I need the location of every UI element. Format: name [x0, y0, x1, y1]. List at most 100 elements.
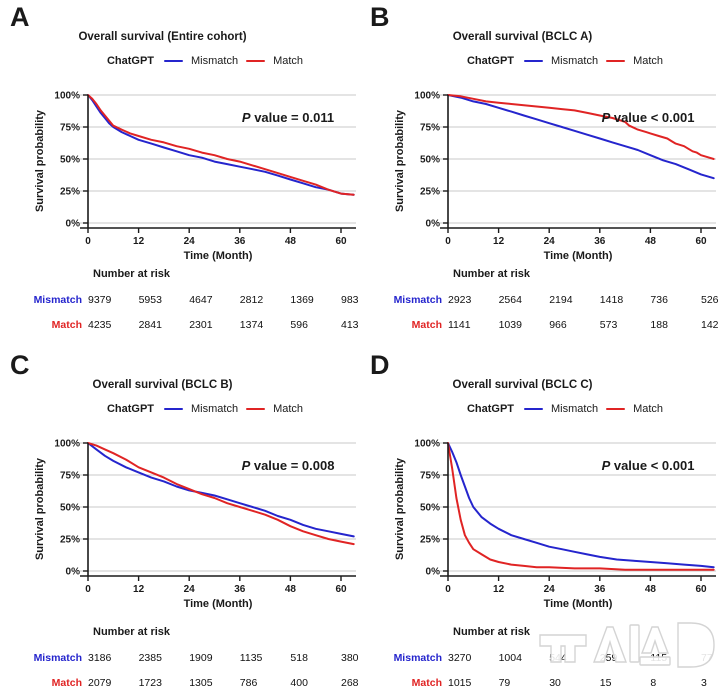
legend-label-match: Match [633, 403, 664, 415]
risk-row-label: Mismatch [393, 652, 442, 664]
risk-count: 1004 [498, 652, 522, 664]
x-tick-label: 12 [493, 584, 505, 595]
x-tick-label: 0 [445, 584, 451, 595]
risk-count: 5953 [138, 294, 162, 306]
risk-table-header: Number at risk [93, 626, 171, 638]
risk-row-match: Match 4235 2841 2301 1374 596 413 [30, 319, 360, 332]
y-tick-label: 75% [60, 471, 80, 482]
risk-count: 77 [701, 652, 713, 664]
y-axis-label: Survival probability [394, 109, 406, 212]
y-tick-label: 50% [420, 503, 440, 514]
x-tick-label: 48 [285, 236, 297, 247]
risk-count: 413 [341, 319, 359, 331]
y-tick-label: 100% [414, 439, 440, 450]
risk-count: 115 [650, 652, 668, 664]
y-tick-label: 50% [60, 503, 80, 514]
curve-mismatch [87, 94, 355, 196]
p-value: P value = 0.008 [242, 458, 335, 473]
x-tick-label: 48 [645, 236, 657, 247]
x-tick-label: 24 [184, 236, 196, 247]
risk-count: 268 [341, 677, 359, 689]
legend-label-match: Match [633, 55, 664, 67]
x-tick-label: 12 [133, 236, 145, 247]
chart-legend: ChatGPT Mismatch Match [55, 55, 355, 67]
legend-mismatch-line-icon [524, 59, 544, 63]
risk-count: 4647 [189, 294, 213, 306]
legend-mismatch-line-icon [164, 59, 184, 63]
chart-legend: ChatGPT Mismatch Match [415, 55, 715, 67]
y-tick-label: 100% [54, 439, 80, 450]
legend-match-line-icon [606, 59, 626, 63]
panel-b: B Overall survival (BCLC A) ChatGPT Mism… [360, 2, 720, 341]
y-tick-label: 100% [54, 91, 80, 102]
risk-count: 2841 [138, 319, 162, 331]
risk-table: Number at risk Mismatch 9379 5953 4647 2812… [30, 268, 360, 340]
risk-count: 188 [650, 319, 668, 331]
risk-row-label: Match [411, 319, 442, 331]
curve-match [87, 442, 355, 546]
legend-label-mismatch: Mismatch [551, 55, 599, 67]
y-axis-label: Survival probability [34, 457, 46, 560]
panel-letter: A [10, 2, 30, 32]
risk-table-header: Number at risk [453, 268, 531, 280]
risk-row-label: Match [51, 677, 82, 689]
risk-row-match: Match 1015 79 30 15 8 3 [390, 677, 720, 690]
survival-chart: 100% 75% 50% 25% 0% 0 12 24 36 48 60 Survival proba… [394, 439, 716, 610]
y-tick-label: 50% [60, 155, 80, 166]
risk-count: 2812 [239, 294, 264, 306]
risk-row-label: Mismatch [33, 652, 82, 664]
risk-row-mismatch: Mismatch 2923 2564 2194 1418 736 526 [390, 294, 720, 307]
panel-letter: C [10, 350, 30, 380]
x-tick-label: 60 [695, 236, 707, 247]
risk-count: 9379 [88, 294, 112, 306]
x-tick-label: 36 [234, 584, 246, 595]
chart-title: Overall survival (Entire cohort) [78, 31, 247, 43]
risk-count: 1135 [239, 652, 263, 664]
risk-count: 4235 [88, 319, 112, 331]
risk-row-label: Mismatch [393, 294, 442, 306]
legend-group-label: ChatGPT [106, 403, 155, 415]
curve-mismatch [87, 442, 355, 538]
x-tick-label: 60 [695, 584, 707, 595]
panel-a: A Overall survival (Entire cohort) ChatG… [0, 2, 360, 341]
chart-legend: ChatGPT Mismatch Match [415, 403, 715, 415]
risk-count: 3270 [448, 652, 472, 664]
risk-count: 259 [599, 652, 618, 664]
curve-match [87, 94, 355, 196]
p-value: P value = 0.011 [242, 110, 334, 125]
risk-count: 544 [549, 652, 567, 664]
legend-mismatch-line-icon [524, 407, 544, 411]
x-tick-label: 48 [285, 584, 297, 595]
legend-group-label: ChatGPT [466, 55, 515, 67]
curve-mismatch [447, 94, 715, 180]
risk-count: 2923 [448, 294, 472, 306]
risk-count: 786 [239, 677, 258, 689]
legend-label-match: Match [273, 55, 304, 67]
risk-count: 2301 [189, 319, 213, 331]
legend-match-line-icon [606, 407, 626, 411]
curve-match [447, 94, 715, 160]
x-tick-label: 36 [594, 584, 606, 595]
y-tick-label: 25% [60, 187, 80, 198]
risk-count: 142 [701, 319, 719, 331]
survival-chart: 100% 75% 50% 25% 0% 0 12 24 36 48 60 Survival proba… [394, 91, 716, 262]
risk-count: 573 [599, 319, 618, 331]
x-tick-label: 24 [544, 584, 556, 595]
y-tick-label: 0% [426, 219, 441, 230]
chart-title: Overall survival (BCLC C) [452, 379, 593, 391]
risk-count: 30 [549, 677, 561, 689]
risk-count: 400 [290, 677, 308, 689]
x-tick-label: 0 [85, 584, 91, 595]
risk-count: 736 [650, 294, 668, 306]
x-axis-label: Time (Month) [544, 598, 613, 610]
risk-count: 1374 [239, 319, 264, 331]
risk-table: Number at risk Mismatch 2923 2564 2194 1418… [390, 268, 720, 340]
legend-label-match: Match [273, 403, 304, 415]
risk-table-header: Number at risk [93, 268, 171, 280]
risk-count: 8 [650, 677, 657, 689]
risk-count: 983 [341, 294, 359, 306]
y-axis-label: Survival probability [394, 457, 406, 560]
risk-count: 596 [290, 319, 308, 331]
x-tick-label: 24 [184, 584, 196, 595]
